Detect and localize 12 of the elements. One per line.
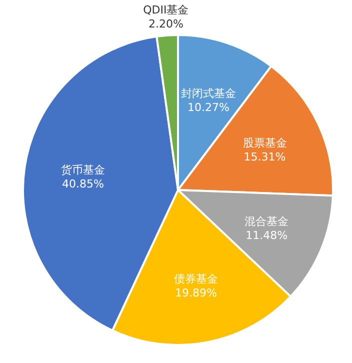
slice-label: 股票基金 — [242, 136, 287, 150]
slice-label: 混合基金 — [244, 215, 289, 228]
slice-label: 货币基金 — [60, 164, 105, 177]
slice-label: 封闭式基金 — [180, 86, 236, 100]
data-label: 19.89% — [175, 286, 217, 300]
slice-label: QDII基金 — [143, 3, 189, 16]
data-label: 10.27% — [187, 100, 230, 114]
data-label: 11.48% — [246, 229, 288, 242]
data-label: 2.20% — [148, 17, 184, 30]
data-label: 15.31% — [244, 150, 286, 164]
slice-label: 债券基金 — [174, 272, 218, 286]
data-label: 40.85% — [62, 178, 104, 191]
